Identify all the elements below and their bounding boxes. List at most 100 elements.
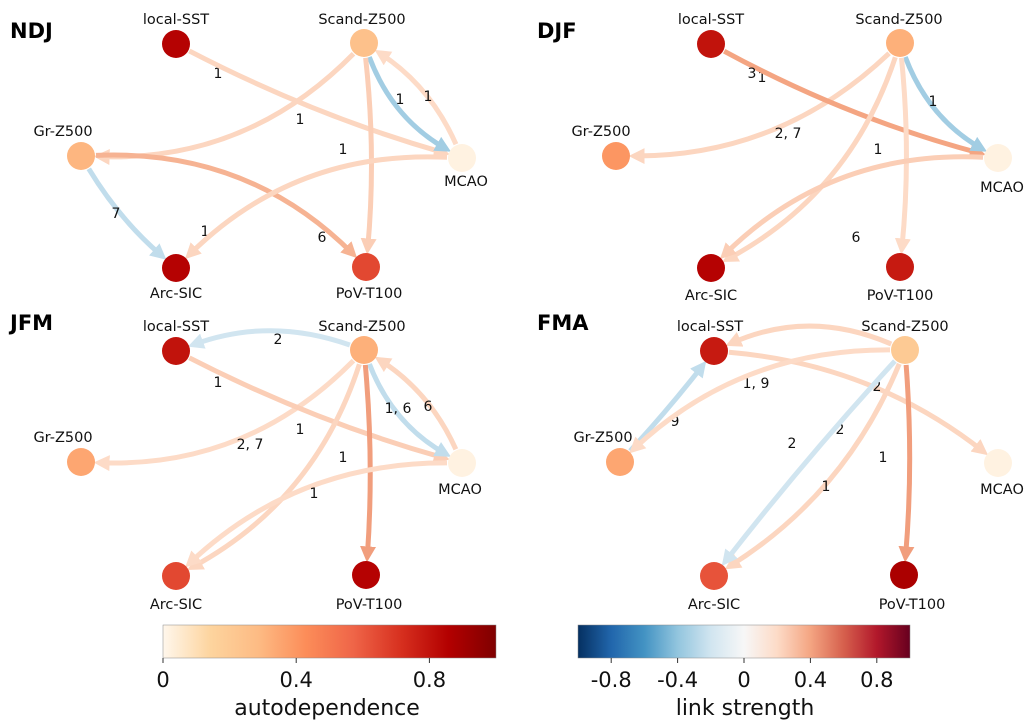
node-scand-z500 — [350, 29, 378, 57]
colorbar-tick-label: 0.4 — [279, 668, 312, 692]
link-scand-z500-to-gr-z500 — [628, 51, 891, 165]
colorbar-gradient — [162, 624, 497, 659]
node-label: Gr-Z500 — [33, 124, 92, 140]
node-label: MCAO — [980, 482, 1024, 498]
link-lag-label: 2 — [873, 379, 882, 395]
link-lag-label: 1 — [310, 486, 319, 502]
link-lag-label: 9 — [671, 414, 680, 430]
node-scand-z500 — [350, 336, 378, 364]
colorbar-tick-label: 0 — [156, 668, 169, 692]
colorbar-tick-label: -0.8 — [591, 668, 632, 692]
link-gr-z500-to-local-sst — [628, 360, 707, 453]
link-scand-z500-to-arc-sic — [721, 359, 897, 567]
panel-title: FMA — [537, 311, 589, 335]
link-lag-label: 1 — [296, 112, 305, 128]
node-gr-z500 — [602, 142, 630, 170]
link-lag-label: 2 — [836, 422, 845, 438]
node-label: Scand-Z500 — [318, 319, 405, 335]
node-local-sst — [162, 337, 190, 365]
node-local-sst — [162, 30, 190, 58]
node-label: PoV-T100 — [867, 288, 934, 304]
link-scand-z500-to-arc-sic — [187, 363, 362, 571]
panel-title: JFM — [8, 311, 53, 335]
node-scand-z500 — [886, 29, 914, 57]
link-gr-z500-to-pov-t100 — [95, 152, 358, 259]
link-lag-label: 6 — [852, 230, 861, 246]
link-scand-z500-to-local-sst — [187, 328, 351, 349]
link-local-sst-to-mcao — [728, 349, 989, 456]
node-label: Scand-Z500 — [855, 12, 942, 28]
link-scand-z500-to-pov-t100 — [894, 57, 911, 255]
panel-nodes: local-SST Scand-Z500 Gr-Z500 MCAO Arc-SIC PoV… — [33, 319, 481, 613]
colorbar-ticks: 0 0.4 0.8 — [156, 658, 446, 692]
link-mcao-to-scand-z500 — [374, 49, 459, 146]
link-lag-label: 6 — [424, 399, 433, 415]
panel-fma: FMA 9 1, 9 2 2 2 1 1 local-SST Scand-Z500 Gr-Z50… — [537, 311, 1024, 613]
link-lag-label: 1 — [758, 70, 767, 86]
link-lag-label: 1 — [874, 142, 883, 158]
link-scand-z500-to-pov-t100 — [360, 57, 377, 255]
link-lag-label: 2, 7 — [775, 126, 802, 142]
node-scand-z500 — [891, 336, 919, 364]
node-mcao — [984, 449, 1012, 477]
link-lag-label: 2 — [788, 436, 797, 452]
node-arc-sic — [162, 562, 190, 590]
panel-title: DJF — [537, 19, 577, 43]
link-lag-label: 1 — [822, 479, 831, 495]
node-label: local-SST — [677, 319, 743, 335]
link-scand-z500-to-gr-z500 — [629, 347, 891, 454]
colorbar-title: link strength — [676, 696, 815, 721]
link-scand-z500-to-mcao — [366, 56, 452, 152]
link-lag-label: 1, 9 — [743, 376, 770, 392]
colorbar-gradient — [577, 624, 911, 659]
node-label: Arc-SIC — [150, 597, 202, 613]
node-label: PoV-T100 — [879, 597, 946, 613]
colorbar-link-strength: -0.8 -0.4 0 0.4 0.8 link strength — [577, 624, 911, 721]
node-label: local-SST — [143, 12, 209, 28]
node-gr-z500 — [67, 142, 95, 170]
link-lag-label: 1 — [396, 92, 405, 108]
link-lag-label: 1, 6 — [385, 401, 412, 417]
panel-edges: 1 1 1 1 1 7 1 6 — [86, 48, 459, 260]
node-gr-z500 — [67, 448, 95, 476]
link-gr-z500-to-arc-sic — [86, 167, 167, 260]
node-arc-sic — [162, 254, 190, 282]
panel-edges: 9 1, 9 2 2 2 1 1 — [628, 323, 989, 570]
node-pov-t100 — [352, 561, 380, 589]
link-scand-z500-to-gr-z500 — [93, 358, 356, 472]
link-local-sst-to-mcao — [722, 48, 986, 159]
node-gr-z500 — [606, 448, 634, 476]
link-lag-label: 1 — [339, 142, 348, 158]
node-mcao — [448, 144, 476, 172]
link-lag-label: 1 — [214, 375, 223, 391]
node-label: Arc-SIC — [150, 286, 202, 302]
link-mcao-to-scand-z500 — [374, 356, 459, 451]
node-mcao — [448, 449, 476, 477]
link-lag-label: 6 — [318, 230, 327, 246]
link-lag-label: 1 — [879, 450, 888, 466]
node-label: Scand-Z500 — [861, 319, 948, 335]
node-pov-t100 — [890, 561, 918, 589]
node-label: Scand-Z500 — [318, 12, 405, 28]
node-pov-t100 — [352, 253, 380, 281]
link-lag-label: 2, 7 — [237, 437, 264, 453]
node-arc-sic — [700, 562, 728, 590]
link-mcao-to-arc-sic — [185, 460, 448, 568]
link-lag-label: 1 — [296, 422, 305, 438]
node-label: Gr-Z500 — [573, 430, 632, 446]
node-label: PoV-T100 — [336, 286, 403, 302]
link-scand-z500-to-arc-sic — [722, 56, 898, 263]
node-label: Gr-Z500 — [33, 430, 92, 446]
colorbar-tick-label: 0 — [737, 668, 750, 692]
link-scand-z500-to-pov-t100 — [898, 364, 915, 563]
node-mcao — [984, 144, 1012, 172]
link-lag-label: 1 — [201, 224, 210, 240]
node-label: MCAO — [980, 180, 1024, 196]
colorbar-tick-label: 0.8 — [860, 668, 893, 692]
panel-nodes: local-SST Scand-Z500 Gr-Z500 MCAO Arc-SIC PoV… — [573, 319, 1023, 613]
link-lag-label: 1 — [339, 450, 348, 466]
node-label: Gr-Z500 — [571, 124, 630, 140]
node-label: MCAO — [444, 174, 488, 190]
